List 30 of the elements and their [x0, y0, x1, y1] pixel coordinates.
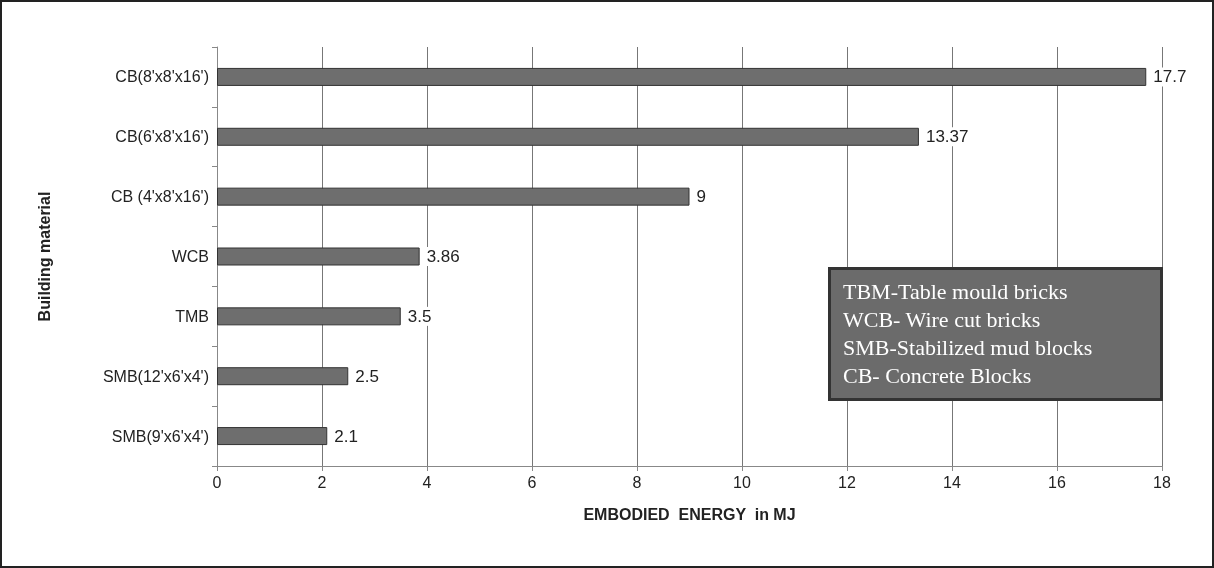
- y-axis-title: Building material: [35, 191, 53, 322]
- y-tick-label: CB(6'x8'x16'): [115, 128, 209, 146]
- x-tick-label: 16: [1048, 473, 1066, 491]
- annotation: WCB- Wire cut bricks: [843, 306, 1042, 334]
- x-tick-label: 4: [422, 473, 432, 491]
- x-axis-title: EMBODIED ENERGY in MJ: [583, 505, 796, 523]
- data-label: 3.86: [426, 247, 460, 266]
- y-tick-label: SMB(9'x6'x4'): [111, 427, 209, 445]
- x-tick-label: 8: [632, 473, 642, 491]
- data-label: 13.37: [925, 127, 969, 147]
- y-tick-label: TMB: [175, 307, 209, 325]
- data-label: 2.5: [355, 366, 379, 386]
- y-tick-label: CB (4'x8'x16'): [110, 188, 209, 206]
- x-tick-label: 2: [317, 473, 327, 491]
- data-label: 17.7: [1153, 67, 1187, 87]
- data-label: 2.1: [334, 426, 358, 446]
- annotation: CB- Concrete Blocks: [843, 362, 1033, 390]
- x-tick-label: 18: [1153, 473, 1171, 491]
- data-label: 9: [696, 187, 706, 207]
- y-tick-label: SMB(12'x6'x4'): [102, 367, 209, 385]
- x-tick-label: 10: [733, 473, 751, 491]
- annotation: TBM-Table mould bricks: [843, 278, 1069, 306]
- x-tick-label: 14: [943, 473, 961, 491]
- y-tick-label: CB(8'x8'x16'): [115, 68, 209, 86]
- x-tick-label: 6: [527, 473, 537, 491]
- y-tick-label: WCB: [171, 248, 209, 265]
- data-label: 3.5: [407, 306, 432, 326]
- annotation: SMB-Stabilized mud blocks: [843, 334, 1094, 362]
- x-tick-label: 0: [212, 473, 222, 491]
- x-tick-label: 12: [838, 473, 856, 491]
